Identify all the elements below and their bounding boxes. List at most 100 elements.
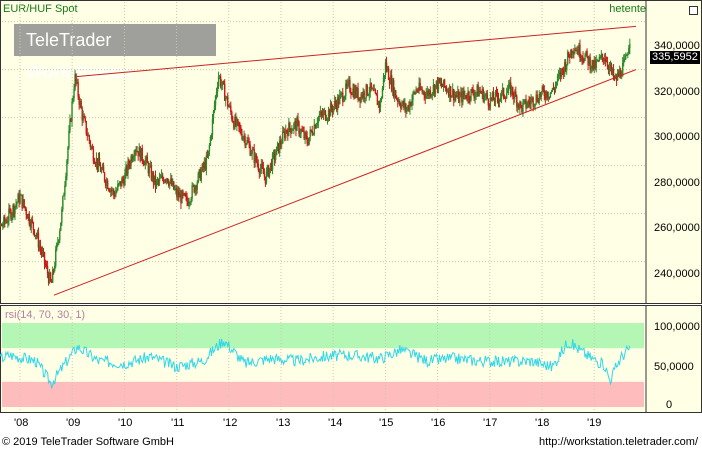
candle-body (238, 121, 240, 127)
candle-body (229, 105, 231, 107)
candle-body (132, 157, 134, 161)
candle-body (170, 178, 172, 182)
rsi-chart[interactable] (0, 305, 702, 413)
date-label: '17 (483, 417, 498, 429)
candle-body (111, 189, 113, 191)
candle-body (300, 129, 302, 134)
candle-body (304, 132, 306, 139)
panel-toggle-box[interactable] (689, 6, 698, 15)
candle-body (255, 154, 257, 162)
candle-body (371, 88, 373, 90)
candle-body (126, 166, 128, 174)
candle-body (596, 60, 598, 62)
candle-body (160, 175, 163, 178)
candle-body (564, 62, 567, 71)
candle-body (503, 97, 506, 99)
candle-body (195, 186, 197, 190)
candle-body (71, 101, 73, 122)
candle-body (165, 178, 168, 181)
candle-body (50, 280, 53, 283)
candle-body (198, 169, 200, 174)
candle-body (326, 118, 329, 120)
candle-body (17, 194, 19, 203)
rsi-line (0, 338, 631, 389)
candle-body (336, 97, 339, 110)
candle-body (267, 166, 270, 177)
candle-body (629, 44, 631, 49)
candle-body (407, 105, 409, 110)
candle-body (574, 50, 576, 53)
candle-body (42, 251, 45, 253)
price-chart[interactable] (0, 0, 702, 304)
candle-body (327, 109, 330, 119)
candle-body (162, 178, 165, 183)
candle-body (627, 54, 629, 56)
candle-body (612, 68, 615, 78)
candle-body (24, 206, 26, 209)
candle-body (554, 84, 557, 90)
candle-body (283, 131, 285, 133)
candle-body (458, 91, 460, 103)
candle-body (624, 58, 626, 60)
candle-body (36, 232, 39, 237)
candle-body (119, 181, 121, 184)
candle-body (276, 143, 279, 147)
candle-body (517, 103, 519, 108)
candle-body (286, 129, 288, 132)
candle-body (40, 249, 43, 254)
candle-body (381, 87, 384, 99)
candle-body (90, 146, 93, 148)
candle-body (230, 105, 232, 112)
candle-body (98, 157, 101, 166)
candle-body (52, 269, 55, 271)
candle-body (599, 56, 602, 58)
footer-url[interactable]: http://workstation.teletrader.com/ (539, 436, 698, 448)
candle-body (471, 89, 473, 91)
candle-body (411, 99, 413, 106)
candle-body (581, 56, 583, 60)
candle-body (556, 76, 559, 83)
candle-body (322, 111, 325, 116)
candle-body (61, 209, 63, 223)
candle-body (513, 95, 515, 99)
rsi-label[interactable]: rsi(14, 70, 30, 1) (5, 309, 86, 321)
candle-body (341, 92, 343, 94)
date-axis[interactable]: '08 '09 '10 '11 '12 '13 '14 '15 '16 '17 … (0, 413, 702, 433)
instrument-title[interactable]: EUR/HUF Spot (3, 3, 78, 15)
candle-body (227, 96, 229, 107)
candle-body (273, 152, 276, 160)
candle-body (56, 243, 58, 250)
candle-body (486, 93, 489, 99)
candle-body (86, 133, 88, 136)
candle-body (611, 68, 614, 72)
candle-body (7, 220, 9, 223)
candle-body (260, 163, 263, 169)
candle-body (511, 86, 513, 95)
date-label: '19 (587, 417, 602, 429)
interval-label[interactable]: hetente (609, 3, 646, 15)
rsi-tick-label: 50,0000 (654, 361, 694, 373)
candle-body (137, 151, 139, 157)
candle-body (210, 135, 213, 138)
candle-body (138, 147, 140, 157)
candle-body (288, 122, 290, 136)
candle-body (533, 105, 535, 107)
candle-body (313, 124, 315, 135)
candle-body (215, 91, 218, 97)
candle-body (174, 189, 176, 191)
candle-body (542, 86, 545, 91)
candle-body (579, 44, 581, 59)
candle-body (391, 80, 394, 91)
candle-body (135, 150, 137, 152)
candle-body (62, 196, 64, 210)
candle-body (429, 90, 432, 97)
candle-body (622, 62, 624, 77)
candle-body (425, 93, 427, 99)
candle-body (211, 118, 214, 136)
candle-body (405, 103, 407, 112)
candle-body (347, 81, 349, 86)
candle-body (225, 97, 227, 101)
candle-body (389, 75, 392, 85)
candle-body (332, 106, 335, 112)
candle-body (452, 89, 454, 96)
